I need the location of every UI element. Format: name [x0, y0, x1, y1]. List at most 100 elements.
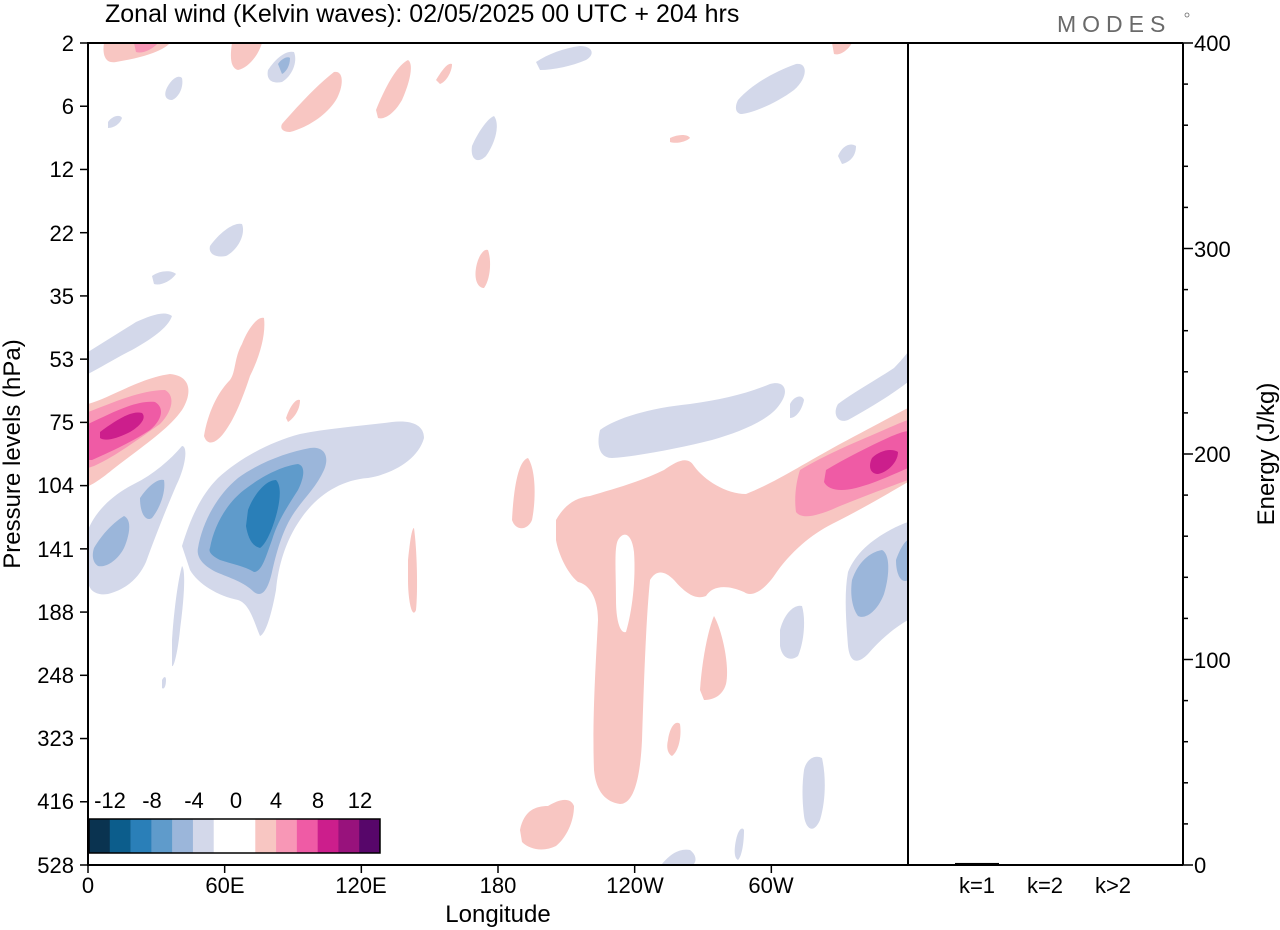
- contour-neg-top-6: [471, 116, 497, 161]
- contour-neg-east-band-3: [835, 352, 908, 421]
- energy-axis: [1183, 42, 1193, 866]
- colorbar-swatch: [276, 819, 298, 853]
- contour-pos-22: [475, 249, 491, 288]
- colorbar-swatch: [130, 819, 152, 853]
- pressure-axis: [80, 42, 88, 866]
- contour-pos-top-7: [832, 43, 852, 55]
- contour-pos-spike-3: [700, 616, 728, 700]
- colorbar-label: -8: [142, 788, 162, 813]
- contour-pos-top-4: [281, 71, 342, 132]
- contour-neg-band-1: [88, 313, 172, 374]
- colorbar-swatch: [192, 819, 215, 853]
- energy-bar: [955, 862, 999, 865]
- contour-neg-bottom-1: [662, 849, 696, 865]
- y-tick-label: 75: [50, 410, 74, 435]
- longitude-axis: [87, 865, 773, 873]
- contour-neg-west-2: [92, 516, 130, 567]
- energy-bar: [1023, 864, 1067, 865]
- contour-pos-top-1: [103, 43, 170, 63]
- y-tick-label: 35: [50, 284, 74, 309]
- chart-title: Zonal wind (Kelvin waves): 02/05/2025 00…: [105, 0, 739, 28]
- y-tick-label: 12: [50, 157, 74, 182]
- contour-neg-top-2: [278, 57, 290, 74]
- contour-neg-east-low-2: [851, 550, 889, 617]
- x-tick-label: 0: [82, 873, 94, 898]
- contour-pos-top-8: [670, 135, 690, 143]
- y-tick-label: 2: [62, 31, 74, 56]
- energy-axis-title: Energy (J/kg): [1253, 383, 1280, 526]
- y-tick-label: 141: [37, 537, 74, 562]
- contour-pos-gap: [615, 534, 635, 633]
- colorbar-swatch: [317, 819, 339, 853]
- contour-pos-top-2: [134, 43, 158, 53]
- y-tick-label: 6: [62, 94, 74, 119]
- contour-neg-east-low-5: [802, 756, 825, 829]
- x-axis-title: Longitude: [445, 901, 550, 928]
- contour-pos-streak-2: [286, 399, 300, 422]
- y-tick-label: 323: [37, 726, 74, 751]
- y-tick-label: 22: [50, 221, 74, 246]
- energy-bars: [955, 862, 1135, 865]
- y-axis-title: Pressure levels (hPa): [0, 339, 26, 568]
- y-tick-label: 248: [37, 663, 74, 688]
- contour-neg-east-band-2: [790, 396, 804, 418]
- contour-neg-top-8: [108, 115, 122, 128]
- energy-bar: [1091, 864, 1135, 865]
- contour-neg-top-3: [165, 76, 183, 100]
- contour-pos-bottom: [520, 799, 574, 850]
- contour-neg-top-5: [735, 63, 805, 114]
- y-tick-label: 104: [37, 473, 74, 498]
- colorbar-swatch: [359, 819, 381, 853]
- energy-tick-label: 0: [1194, 853, 1206, 878]
- y-tick-label: 528: [37, 853, 74, 878]
- colorbar-label: 0: [230, 788, 242, 813]
- contour-pos-west-4: [100, 412, 144, 440]
- colorbar-swatch: [89, 819, 111, 853]
- x-tick-label: 180: [480, 873, 517, 898]
- contour-pos-top-5: [376, 60, 411, 119]
- contour-pos-top-3: [230, 43, 262, 70]
- registered-mark-icon: [1184, 12, 1190, 18]
- contour-neg-top-7: [838, 144, 856, 164]
- energy-tick-label: 100: [1194, 648, 1231, 673]
- k-category-label: k=2: [1027, 873, 1063, 898]
- colorbar-swatch: [234, 819, 256, 853]
- colorbar-swatch: [338, 819, 360, 853]
- colorbar-swatch: [213, 819, 235, 853]
- y-tick-label: 416: [37, 789, 74, 814]
- pressure-tick-labels: 2 6 12 22 35 53 75 104 141 188 248 323 4…: [37, 31, 74, 878]
- contour-pos-spike-2: [408, 528, 418, 613]
- colorbar: [88, 818, 381, 854]
- colorbar-label: -4: [184, 788, 204, 813]
- energy-tick-label: 200: [1194, 442, 1231, 467]
- contour-neg-thin-2: [162, 677, 166, 689]
- colorbar-swatch: [172, 819, 194, 853]
- contour-neg-band-2: [152, 271, 176, 285]
- longitude-tick-labels: 0 60E 120E 180 120W 60W: [82, 873, 794, 898]
- y-tick-label: 53: [50, 347, 74, 372]
- energy-tick-labels: 0 100 200 300 400: [1194, 31, 1231, 878]
- contour-pos-spike-1: [512, 458, 535, 529]
- colorbar-swatch: [296, 819, 318, 853]
- contour-pos-east-4: [870, 450, 898, 474]
- main-plot-frame: [87, 42, 909, 866]
- x-tick-label: 60E: [205, 873, 244, 898]
- colorbar-label: 8: [312, 788, 324, 813]
- energy-tick-label: 400: [1194, 31, 1231, 56]
- y-tick-label: 188: [37, 600, 74, 625]
- x-tick-label: 120E: [335, 873, 386, 898]
- k-category-label: k=1: [959, 873, 995, 898]
- contour-neg-east-low-4: [780, 605, 805, 659]
- x-tick-label: 120W: [606, 873, 664, 898]
- colorbar-swatch: [151, 819, 173, 853]
- modes-logo: MODES: [1057, 11, 1171, 37]
- colorbar-labels: -12 -8 -4 0 4 8 12: [94, 788, 372, 813]
- contour-neg-thin-1: [172, 566, 185, 667]
- contour-neg-top-4: [536, 46, 592, 70]
- contour-neg-central-4: [246, 480, 280, 548]
- k-category-label: k>2: [1095, 873, 1131, 898]
- wavenumber-labels: k=1 k=2 k>2: [959, 873, 1131, 898]
- colorbar-label: 12: [348, 788, 372, 813]
